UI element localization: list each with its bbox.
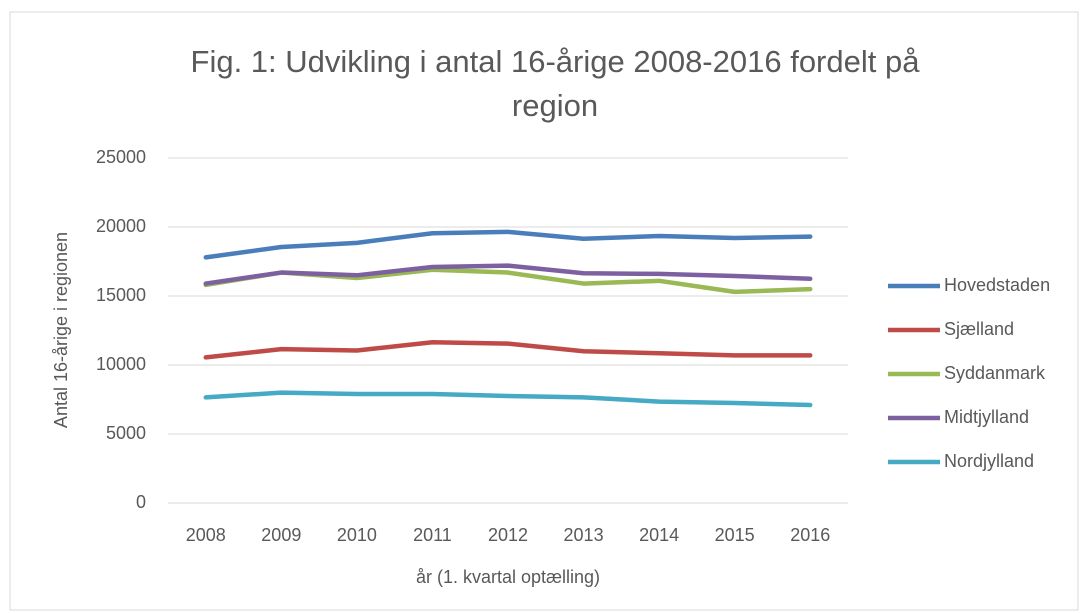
x-tick-label: 2010: [337, 525, 377, 545]
x-tick-label: 2009: [261, 525, 301, 545]
legend-label: Syddanmark: [944, 363, 1046, 383]
series-line: [203, 229, 813, 260]
y-tick-label: 5000: [106, 423, 146, 443]
y-tick-label: 10000: [96, 354, 146, 374]
series-line: [203, 390, 813, 408]
chart-border: [9, 11, 1079, 611]
legend-label: Nordjylland: [944, 451, 1034, 471]
y-tick-label: 20000: [96, 216, 146, 236]
x-tick-label: 2013: [564, 525, 604, 545]
y-tick-label: 0: [136, 492, 146, 512]
series-line: [203, 339, 813, 360]
x-tick-label: 2012: [488, 525, 528, 545]
y-tick-label: 25000: [96, 147, 146, 167]
legend-label: Hovedstaden: [944, 275, 1050, 295]
legend-label: Sjælland: [944, 319, 1014, 339]
chart-title: Fig. 1: Udvikling i antal 16-årige 2008-…: [190, 44, 920, 123]
x-tick-label: 2008: [186, 525, 226, 545]
legend-label: Midtjylland: [944, 407, 1029, 427]
x-axis-label: år (1. kvartal optælling): [416, 567, 600, 587]
x-tick-label: 2016: [790, 525, 830, 545]
series-line: [203, 263, 813, 286]
y-tick-label: 15000: [96, 285, 146, 305]
x-tick-label: 2015: [715, 525, 755, 545]
x-tick-label: 2014: [639, 525, 679, 545]
x-tick-label: 2011: [413, 525, 452, 545]
y-axis-label: Antal 16-årige i regionen: [51, 232, 71, 428]
